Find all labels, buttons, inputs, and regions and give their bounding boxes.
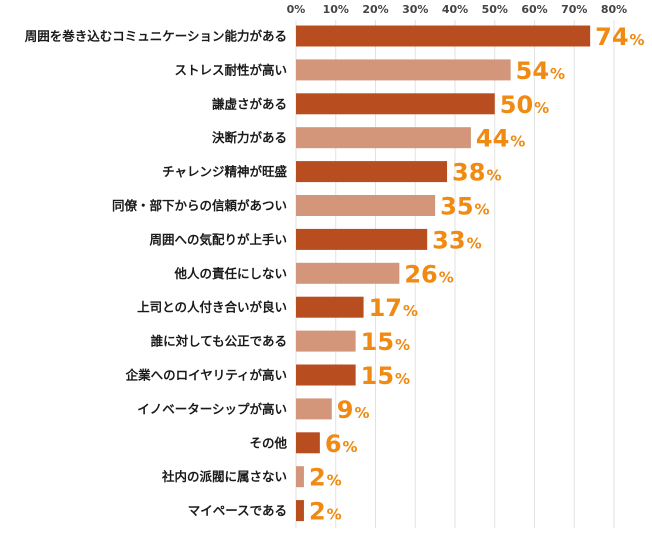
- category-label: 周囲を巻き込むコミュニケーション能力がある: [25, 29, 287, 44]
- data-label-value: 9: [337, 396, 354, 424]
- x-tick-label: 70%: [561, 3, 587, 16]
- category-label: 上司との人付き合いが良い: [137, 300, 287, 315]
- category-label: ストレス耐性が高い: [174, 62, 287, 77]
- bar: [296, 127, 471, 149]
- bar: [296, 500, 304, 522]
- data-label-unit: %: [343, 438, 358, 456]
- x-tick-label: 20%: [362, 3, 388, 16]
- data-label-value: 54: [516, 57, 549, 85]
- x-tick-label: 0%: [287, 3, 306, 16]
- data-label: 15%: [361, 362, 410, 390]
- data-label: 54%: [516, 57, 565, 85]
- category-label: 他人の責任にしない: [173, 266, 287, 281]
- bar: [296, 262, 400, 284]
- category-label: マイペースである: [188, 503, 287, 518]
- category-label: 社内の派閥に属さない: [161, 469, 287, 484]
- bar: [296, 364, 356, 386]
- data-label-unit: %: [395, 370, 410, 388]
- data-label-value: 50: [500, 91, 533, 119]
- data-label-value: 33: [432, 226, 465, 254]
- data-label-unit: %: [395, 336, 410, 354]
- data-label-value: 6: [325, 430, 342, 458]
- data-label-unit: %: [630, 31, 645, 49]
- x-axis-ticks: 0% 10% 20% 30% 40% 50% 60% 70% 80%: [287, 3, 628, 16]
- x-tick-label: 30%: [402, 3, 428, 16]
- data-label-value: 17: [369, 294, 402, 322]
- data-label-value: 74: [595, 23, 628, 51]
- data-label: 2%: [309, 498, 342, 526]
- data-label: 38%: [452, 159, 501, 187]
- bar: [296, 59, 511, 81]
- category-label: 謙虚さがある: [212, 96, 287, 111]
- data-label-unit: %: [534, 99, 549, 117]
- category-label: チャレンジ精神が旺盛: [162, 164, 287, 179]
- bar: [296, 432, 320, 454]
- x-tick-label: 50%: [482, 3, 508, 16]
- data-label-value: 35: [440, 193, 473, 221]
- data-label-unit: %: [354, 404, 369, 422]
- category-labels: 周囲を巻き込むコミュニケーション能力があるストレス耐性が高い謙虚さがある決断力が…: [25, 29, 288, 519]
- x-tick-label: 40%: [442, 3, 468, 16]
- data-label: 6%: [325, 430, 358, 458]
- category-label: 周囲への気配りが上手い: [149, 232, 287, 247]
- data-label-value: 15: [361, 362, 394, 390]
- bar: [296, 330, 356, 352]
- value-labels: 74%54%50%44%38%35%33%26%17%15%15%9%6%2%2…: [309, 23, 645, 526]
- bar: [296, 398, 332, 420]
- data-label-unit: %: [467, 234, 482, 252]
- data-label-unit: %: [510, 133, 525, 151]
- data-label-unit: %: [550, 65, 565, 83]
- data-label: 9%: [337, 396, 370, 424]
- bar: [296, 296, 364, 318]
- data-label: 33%: [432, 226, 481, 254]
- data-label: 50%: [500, 91, 549, 119]
- data-label-unit: %: [403, 302, 418, 320]
- data-label: 35%: [440, 193, 489, 221]
- bar: [296, 93, 495, 115]
- bar: [296, 195, 436, 216]
- bar: [296, 466, 304, 488]
- data-label-value: 2: [309, 464, 326, 492]
- data-label: 17%: [369, 294, 418, 322]
- data-label: 2%: [309, 464, 342, 492]
- category-label: 誰に対しても公正である: [151, 334, 287, 349]
- data-label-value: 26: [404, 260, 437, 288]
- bar: [296, 25, 591, 47]
- category-label: 同僚・部下からの信頼があつい: [112, 198, 287, 213]
- data-label: 44%: [476, 125, 525, 153]
- category-label: 決断力がある: [212, 130, 287, 145]
- data-label-value: 38: [452, 159, 485, 187]
- bar: [296, 161, 448, 183]
- category-label: 企業へのロイヤリティが高い: [125, 368, 287, 383]
- data-label-unit: %: [327, 506, 342, 524]
- data-label: 15%: [361, 328, 410, 356]
- category-label: イノベーターシップが高い: [137, 401, 287, 416]
- data-label-unit: %: [439, 268, 454, 286]
- data-label-unit: %: [475, 201, 490, 219]
- x-tick-label: 60%: [521, 3, 547, 16]
- category-label: その他: [249, 435, 287, 450]
- data-label-unit: %: [486, 167, 501, 185]
- data-label: 26%: [404, 260, 453, 288]
- x-tick-label: 80%: [601, 3, 627, 16]
- data-label-value: 15: [361, 328, 394, 356]
- data-label: 74%: [595, 23, 644, 51]
- bar: [296, 228, 428, 250]
- bars: [296, 25, 591, 522]
- data-label-unit: %: [327, 472, 342, 490]
- x-tick-label: 10%: [323, 3, 349, 16]
- data-label-value: 44: [476, 125, 509, 153]
- data-label-value: 2: [309, 498, 326, 526]
